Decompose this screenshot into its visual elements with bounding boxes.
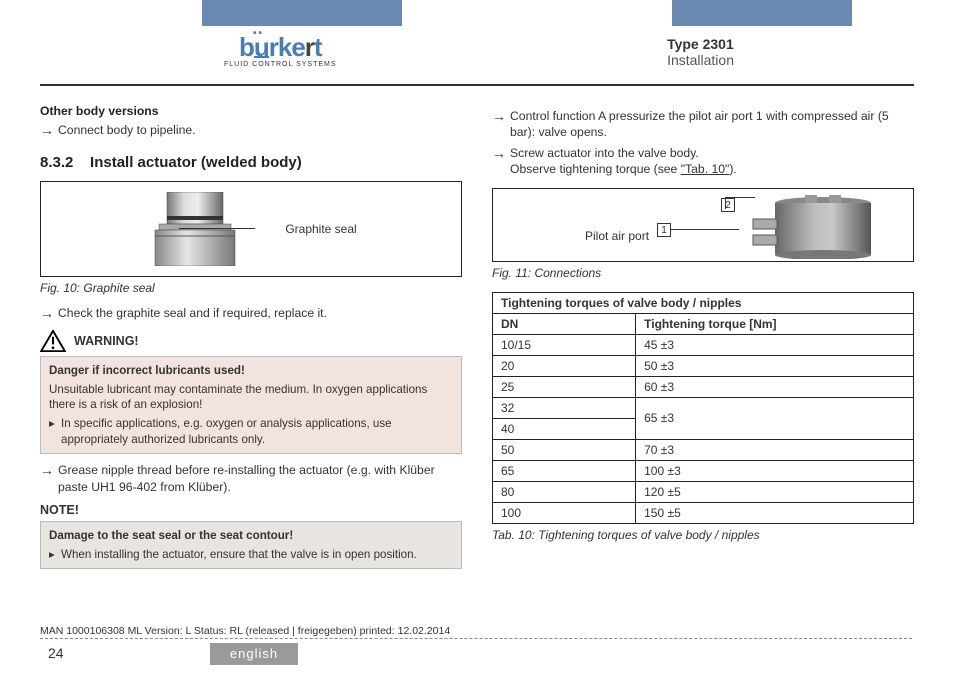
arrow-icon: → xyxy=(492,145,510,178)
figure-10-box: Graphite seal xyxy=(40,181,462,277)
col-dn: DN xyxy=(493,313,636,334)
warning-box: Danger if incorrect lubricants used! Uns… xyxy=(40,356,462,454)
doc-section: Installation xyxy=(667,52,734,68)
page-header: •• burkert FLUID CONTROL SYSTEMS Type 23… xyxy=(40,30,914,86)
doc-type: Type 2301 xyxy=(667,36,734,52)
table-cell: 80 xyxy=(493,481,636,502)
torque-table: Tightening torques of valve body / nippl… xyxy=(492,292,914,524)
table-cell: 70 ±3 xyxy=(636,439,914,460)
table-cell: 40 xyxy=(493,418,636,439)
table-cell: 32 xyxy=(493,397,636,418)
warning-icon xyxy=(40,330,66,352)
step-control-a: → Control function A pressurize the pilo… xyxy=(492,108,914,141)
table-title: Tightening torques of valve body / nippl… xyxy=(493,292,914,313)
page-number: 24 xyxy=(48,645,64,661)
brand-logo: •• burkert FLUID CONTROL SYSTEMS xyxy=(224,32,337,68)
table-10-caption: Tab. 10: Tightening torques of valve bod… xyxy=(492,528,914,542)
graphite-seal-drawing xyxy=(145,192,245,266)
table-cell: 100 xyxy=(493,502,636,523)
language-badge: english xyxy=(210,643,298,665)
warning-label: WARNING! xyxy=(74,334,139,348)
figure-11-caption: Fig. 11: Connections xyxy=(492,266,914,280)
warning-header: WARNING! xyxy=(40,330,462,352)
warning-bullet-1: In specific applications, e.g. oxygen or… xyxy=(61,416,453,447)
step-grease: → Grease nipple thread before re-install… xyxy=(40,462,462,495)
arrow-icon: → xyxy=(40,462,58,495)
table-cell: 65 xyxy=(493,460,636,481)
right-column: → Control function A pressurize the pilo… xyxy=(492,104,914,569)
table-cell: 50 ±3 xyxy=(636,355,914,376)
table-cell: 25 xyxy=(493,376,636,397)
note-bullet-1: When installing the actuator, ensure tha… xyxy=(61,547,417,563)
table-cell: 65 ±3 xyxy=(636,397,914,439)
table-cell: 45 ±3 xyxy=(636,334,914,355)
warning-box-heading: Danger if incorrect lubricants used! xyxy=(49,363,453,379)
step-screw-actuator: → Screw actuator into the valve body. Ob… xyxy=(492,145,914,178)
table-cell: 50 xyxy=(493,439,636,460)
pilot-air-port-label: Pilot air port xyxy=(585,229,649,243)
port-1-label: 1 xyxy=(657,223,671,237)
graphite-seal-label: Graphite seal xyxy=(285,222,356,236)
tab10-link[interactable]: "Tab. 10" xyxy=(681,162,730,176)
note-box-heading: Damage to the seat seal or the seat cont… xyxy=(49,528,453,544)
table-cell: 20 xyxy=(493,355,636,376)
other-body-versions-heading: Other body versions xyxy=(40,104,462,118)
bullet-icon: ▸ xyxy=(49,416,61,447)
arrow-icon: → xyxy=(40,305,58,321)
table-cell: 60 ±3 xyxy=(636,376,914,397)
col-torque: Tightening torque [Nm] xyxy=(636,313,914,334)
step-check-seal: → Check the graphite seal and if require… xyxy=(40,305,462,321)
table-cell: 150 ±5 xyxy=(636,502,914,523)
warning-box-text: Unsuitable lubricant may contaminate the… xyxy=(49,382,453,413)
table-cell: 100 ±3 xyxy=(636,460,914,481)
logo-text: •• burkert xyxy=(239,32,322,63)
step-connect-body: → Connect body to pipeline. xyxy=(40,122,462,138)
table-cell: 10/15 xyxy=(493,334,636,355)
footer-manifest: MAN 1000106308 ML Version: L Status: RL … xyxy=(40,625,912,639)
bullet-icon: ▸ xyxy=(49,547,61,563)
header-tab-left xyxy=(202,0,402,26)
header-tab-right xyxy=(672,0,852,26)
arrow-icon: → xyxy=(40,122,58,138)
section-title: 8.3.2 Install actuator (welded body) xyxy=(40,154,462,171)
arrow-icon: → xyxy=(492,108,510,141)
figure-11-box: 2 1 Pilot air port xyxy=(492,188,914,262)
table-cell: 120 ±5 xyxy=(636,481,914,502)
figure-10-caption: Fig. 10: Graphite seal xyxy=(40,281,462,295)
actuator-drawing xyxy=(503,195,903,259)
port-2-label: 2 xyxy=(721,198,735,212)
left-column: Other body versions → Connect body to pi… xyxy=(40,104,462,569)
note-label: NOTE! xyxy=(40,503,462,517)
note-box: Damage to the seat seal or the seat cont… xyxy=(40,521,462,569)
